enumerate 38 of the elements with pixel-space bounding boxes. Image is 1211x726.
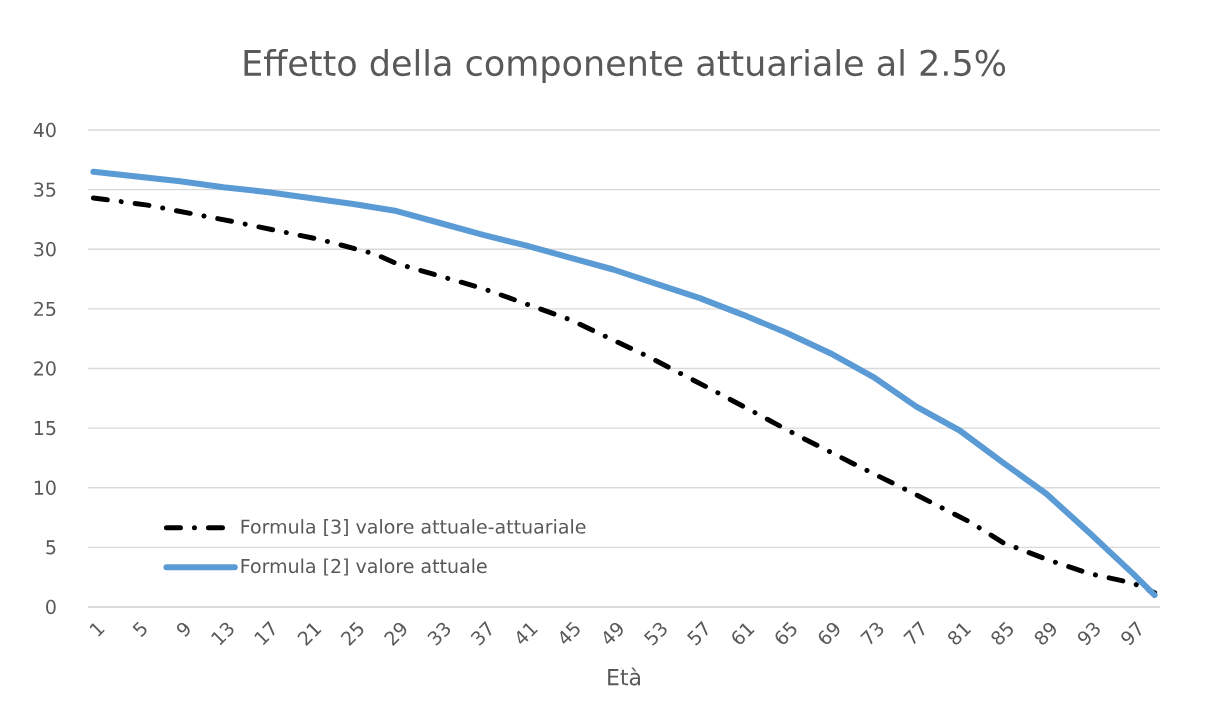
chart-title: Effetto della componente attuariale al 2.5% — [244, 49, 1006, 83]
x-tick-label: 77 — [903, 620, 925, 645]
x-tick-label: 21 — [297, 623, 322, 646]
x-tick-label: 57 — [686, 620, 708, 646]
y-tick-label: 30 — [34, 242, 56, 257]
y-tick-label: 20 — [34, 361, 56, 376]
y-tick-label: 35 — [34, 182, 56, 197]
x-tick-label: 81 — [948, 623, 972, 645]
x-tick-label: 45 — [560, 621, 580, 644]
x-tick-label: 97 — [1121, 621, 1142, 646]
x-tick-label: 9 — [176, 622, 190, 637]
x-tick-label: 37 — [470, 621, 492, 646]
x-tick-label: 65 — [775, 621, 797, 644]
x-tick-label: 89 — [1034, 622, 1056, 645]
x-tick-label: 69 — [818, 622, 840, 644]
y-tick-label: 40 — [33, 122, 56, 138]
legend-label: Formula [2] valore attuale — [241, 558, 487, 576]
x-tick-label: 93 — [1078, 622, 1100, 646]
x-tick-label: 13 — [211, 622, 234, 646]
legend-label: Formula [3] valore attuale-attuariale — [241, 519, 586, 537]
x-tick-label: 61 — [732, 623, 755, 644]
y-tick-label: 10 — [34, 480, 56, 495]
y-tick-label: 0 — [46, 599, 56, 615]
x-tick-label: 5 — [132, 621, 147, 637]
x-tick-label: 25 — [340, 621, 364, 646]
x-axis-title: Età — [608, 667, 641, 686]
y-tick-label: 25 — [34, 301, 56, 317]
y-tick-label: 15 — [34, 421, 56, 436]
x-tick-label: 73 — [860, 622, 884, 645]
x-tick-label: 17 — [254, 620, 275, 646]
x-tick-label: 1 — [89, 623, 105, 637]
x-tick-label: 49 — [603, 622, 623, 644]
y-tick-label: 5 — [46, 540, 56, 555]
x-tick-label: 33 — [427, 622, 451, 646]
x-tick-label: 41 — [516, 623, 538, 644]
x-tick-label: 53 — [643, 622, 667, 646]
x-tick-label: 85 — [991, 621, 1013, 645]
x-tick-label: 29 — [384, 622, 407, 646]
